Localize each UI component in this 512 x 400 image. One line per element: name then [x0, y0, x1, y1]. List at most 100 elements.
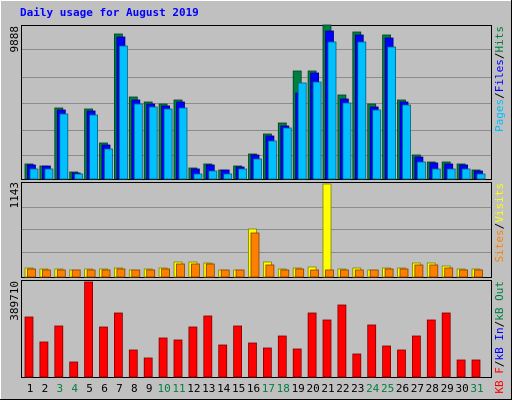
bar-hits-files-pages-pages-day-21 [327, 41, 337, 180]
bar-kbytes-kb-f-day-26 [397, 349, 406, 378]
bar-hits-files-pages-pages-day-18 [282, 127, 292, 180]
bar-visits-sites-visits-day-21 [322, 183, 332, 278]
bar-kbytes-kb-f-day-9 [143, 357, 153, 378]
bar-visits-sites-sites-day-7 [116, 268, 126, 278]
bar-hits-files-pages-pages-day-17 [267, 140, 277, 180]
x-tick-day-12: 12 [187, 382, 200, 395]
x-tick-day-30: 30 [455, 382, 468, 395]
bar-visits-sites-sites-day-12 [190, 263, 200, 278]
x-tick-day-4: 4 [71, 382, 78, 395]
bar-hits-files-pages-pages-day-16 [253, 158, 262, 180]
bar-visits-sites-sites-day-27 [414, 264, 424, 278]
bar-kbytes-kb-f-day-22 [337, 304, 347, 378]
x-tick-day-6: 6 [101, 382, 108, 395]
legend-item-visits-sites-1: / [493, 223, 506, 230]
bar-visits-sites-sites-day-24 [369, 269, 379, 278]
bar-hits-files-pages-pages-day-13 [208, 170, 218, 180]
bar-visits-sites-sites-day-9 [146, 269, 156, 278]
bar-kbytes-kb-f-day-24 [367, 324, 377, 378]
bar-visits-sites-sites-day-1 [27, 268, 36, 278]
bar-kbytes-kb-f-day-12 [188, 326, 198, 378]
bar-hits-files-pages-pages-day-27 [416, 161, 426, 180]
bar-kbytes-kb-f-day-30 [456, 359, 466, 378]
bar-hits-files-pages-pages-day-31 [476, 173, 486, 180]
x-tick-day-26: 26 [396, 382, 409, 395]
x-tick-day-22: 22 [336, 382, 349, 395]
bar-visits-sites-sites-day-20 [310, 269, 320, 278]
legend-item-hits-files-pages-0: Pages [493, 99, 506, 132]
panel-frame-kbytes [21, 280, 492, 378]
bar-kbytes-kb-f-day-25 [382, 345, 392, 378]
bar-hits-files-pages-pages-day-8 [133, 103, 143, 180]
bar-hits-files-pages-pages-day-3 [59, 113, 69, 180]
legend-item-kbytes-2: kB In [493, 327, 506, 360]
bar-visits-sites-sites-day-23 [354, 269, 364, 278]
x-tick-day-1: 1 [27, 382, 34, 395]
bar-visits-sites-sites-day-10 [161, 268, 171, 278]
bar-visits-sites-sites-day-3 [56, 269, 66, 278]
bar-kbytes-kb-f-day-21 [322, 319, 332, 378]
bar-visits-sites-sites-day-26 [399, 268, 409, 278]
bar-visits-sites-sites-day-8 [131, 269, 141, 278]
bar-hits-files-pages-pages-day-11 [178, 107, 188, 180]
chart-title: Daily usage for August 2019 [20, 6, 199, 19]
bar-kbytes-kb-f-day-23 [352, 353, 362, 378]
x-tick-day-21: 21 [321, 382, 334, 395]
x-tick-day-7: 7 [116, 382, 123, 395]
bar-visits-sites-sites-day-14 [220, 269, 230, 278]
x-tick-day-15: 15 [232, 382, 245, 395]
legend-item-kbytes-3: / [493, 321, 506, 328]
x-tick-day-27: 27 [411, 382, 424, 395]
bar-visits-sites-sites-day-15 [235, 269, 245, 278]
legend-kbytes: KB F/kB In/kB Out [493, 281, 506, 394]
bar-hits-files-pages-pages-day-29 [446, 168, 456, 180]
x-tick-day-16: 16 [247, 382, 260, 395]
legend-item-kbytes-0: KB F [493, 367, 506, 394]
x-tick-day-28: 28 [426, 382, 439, 395]
bar-hits-files-pages-pages-day-20 [312, 81, 322, 180]
bar-hits-files-pages-pages-day-7 [119, 45, 128, 180]
bar-hits-files-pages-pages-day-6 [104, 148, 113, 180]
bar-hits-files-pages-pages-day-19 [297, 82, 307, 180]
kbytes-panel-max-label: 389710 [8, 281, 21, 321]
bar-visits-sites-sites-day-13 [205, 263, 215, 278]
bar-kbytes-kb-f-day-8 [128, 349, 138, 378]
bar-hits-files-pages-pages-day-26 [402, 104, 411, 180]
bar-kbytes-kb-f-day-11 [173, 339, 183, 378]
legend-item-visits-sites-0: Sites [493, 229, 506, 262]
x-tick-day-31: 31 [470, 382, 483, 395]
legend-visits-sites: Sites/Visits [493, 183, 506, 263]
legend-item-hits-files-pages-3: / [493, 53, 506, 60]
bar-hits-files-pages-pages-day-9 [148, 106, 158, 180]
x-tick-day-11: 11 [172, 382, 185, 395]
bar-kbytes-kb-f-day-3 [54, 325, 64, 378]
x-tick-day-19: 19 [292, 382, 305, 395]
bar-hits-files-pages-pages-day-5 [89, 114, 98, 180]
x-tick-day-9: 9 [146, 382, 153, 395]
x-tick-day-20: 20 [306, 382, 319, 395]
bar-visits-sites-sites-day-4 [71, 269, 81, 278]
bar-hits-files-pages-pages-day-24 [372, 109, 382, 180]
bar-visits-sites-sites-day-21 [325, 269, 334, 278]
legend-item-hits-files-pages-1: / [493, 92, 506, 99]
x-tick-day-17: 17 [262, 382, 275, 395]
x-tick-day-13: 13 [202, 382, 215, 395]
bar-kbytes-kb-f-day-31 [471, 359, 481, 378]
bar-kbytes-kb-f-day-28 [426, 319, 436, 378]
x-tick-day-29: 29 [441, 382, 454, 395]
x-tick-day-8: 8 [131, 382, 138, 395]
bar-visits-sites-sites-day-25 [384, 268, 394, 278]
bar-hits-files-pages-pages-day-14 [223, 173, 233, 180]
panel-frame-visits [21, 182, 492, 278]
x-tick-day-14: 14 [217, 382, 231, 395]
x-tick-day-3: 3 [56, 382, 63, 395]
legend-item-kbytes-1: / [493, 361, 506, 368]
bar-visits-sites-sites-day-29 [444, 267, 454, 278]
bar-visits-sites-sites-day-6 [101, 269, 111, 278]
bar-visits-sites-sites-day-17 [265, 264, 275, 278]
hits-panel-max-label: 9888 [8, 26, 21, 53]
bar-kbytes-kb-f-day-15 [233, 325, 243, 378]
bar-hits-files-pages-pages-day-12 [193, 173, 203, 180]
x-tick-day-24: 24 [366, 382, 380, 395]
